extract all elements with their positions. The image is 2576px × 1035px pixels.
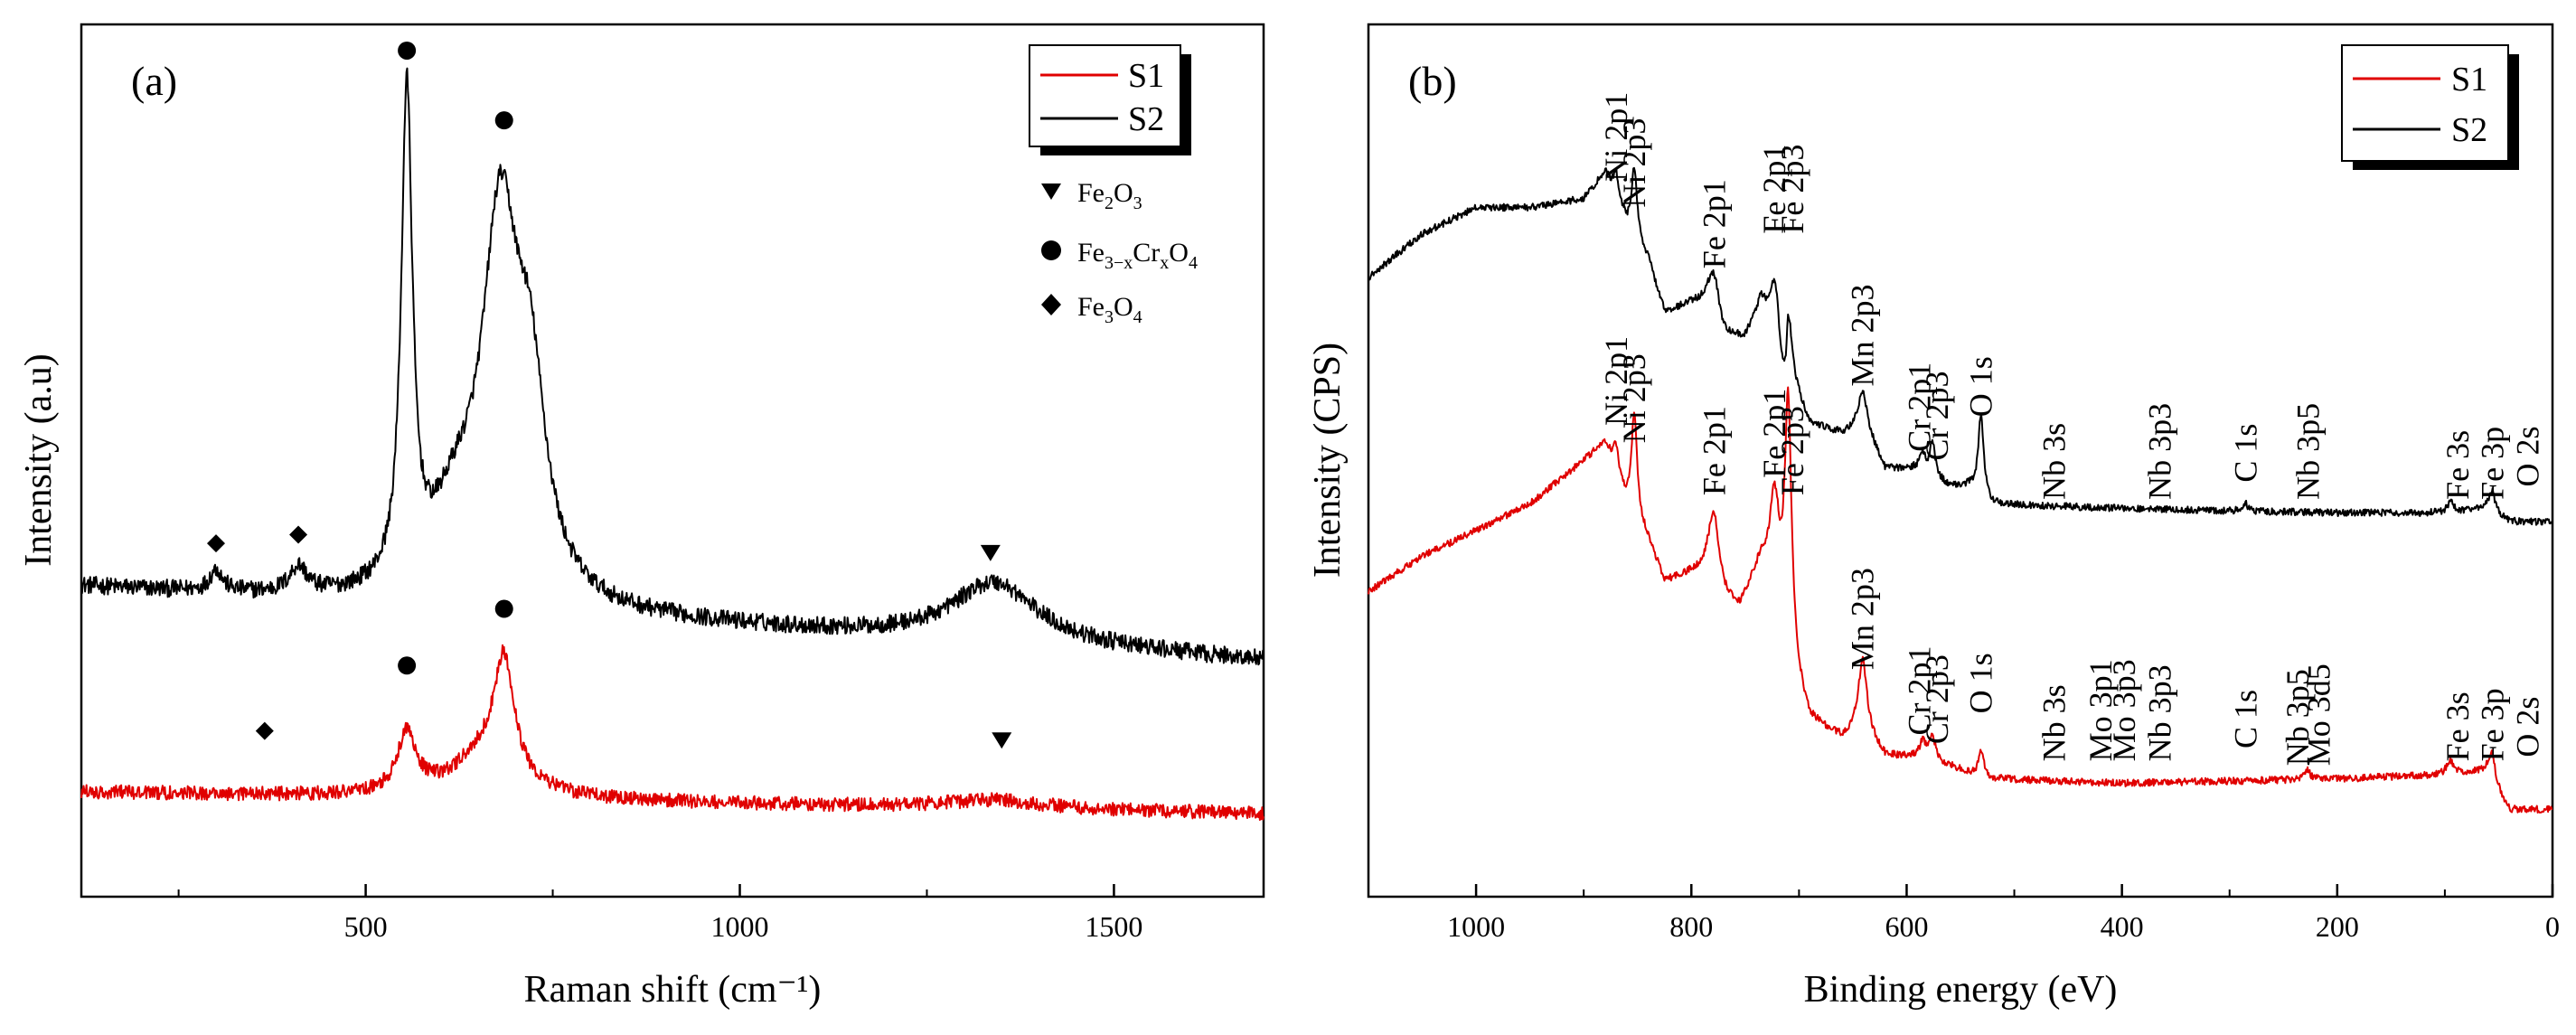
x-tick-label: 1500 (1085, 910, 1142, 943)
peak-annotation: Ni 2p3 (1616, 353, 1652, 443)
marker-legend-fe3xcrxo4: Fe3−xCrxO4 (1077, 238, 1198, 273)
x-ticks-a: 500 1000 1500 (177, 884, 1142, 943)
series-line-s1 (1368, 386, 2553, 814)
marker-legend-circle-icon (1041, 240, 1061, 260)
peak-annotation: Cr 2p3 (1919, 372, 1955, 461)
marker-legend-a: Fe2O3 Fe3−xCrxO4 Fe3O4 (1041, 178, 1198, 327)
marker-triangle (980, 544, 1001, 561)
legend-box-b (2341, 44, 2509, 162)
peak-annotation: Cr 2p1 (1902, 646, 1938, 736)
marker-circle (494, 111, 513, 130)
peak-annotation: Mo 3p3 (2106, 659, 2142, 761)
series-line-s2 (1368, 166, 2553, 526)
legend-a: S1 S2 (1029, 44, 1191, 155)
peak-annotation: Fe 3p (2474, 688, 2510, 761)
peak-annotation: Mn 2p3 (1845, 568, 1881, 670)
peak-annotation: O 1s (1963, 653, 1999, 713)
peak-annotation: Fe 2p3 (1774, 406, 1810, 495)
legend-label-s2-b: S2 (2451, 111, 2487, 149)
x-tick-label: 0 (2545, 910, 2560, 943)
peak-annotation: Ni 2p1 (1598, 92, 1634, 182)
x-ticks-b: 1000 800 600 400 200 0 (1368, 884, 2560, 943)
series-group-a (80, 67, 1264, 822)
series-group-b (1368, 166, 2553, 814)
peak-annotation: Fe 2p3 (1774, 145, 1810, 234)
chart-panel-a: (a) 500 1000 1500 Raman shift (cm⁻¹) Inten… (18, 23, 1265, 1011)
x-tick-label: 800 (1669, 910, 1713, 943)
marker-circle (398, 656, 417, 675)
legend-label-s1-b: S1 (2451, 61, 2487, 99)
marker-legend-triangle-icon (1041, 183, 1061, 200)
peak-annotation: C 1s (2228, 690, 2264, 748)
x-tick-label: 1000 (1447, 910, 1505, 943)
markers-group-a (207, 41, 1012, 749)
legend-label-s1-a: S1 (1128, 57, 1164, 95)
peak-annotation: C 1s (2228, 424, 2264, 483)
plot-frame-a (80, 23, 1265, 899)
marker-circle (398, 41, 417, 60)
peak-annotation: O 2s (2510, 426, 2546, 486)
x-axis-label-b: Binding energy (eV) (1804, 969, 2118, 1011)
x-tick-label: 1000 (711, 910, 769, 943)
panel-label-b: (b) (1408, 58, 1457, 104)
x-tick-label: 200 (2316, 910, 2359, 943)
peak-annotation: Fe 3s (2440, 692, 2476, 761)
y-axis-label-b: Intensity (CPS) (1307, 343, 1349, 578)
plot-frame-b (1367, 23, 2554, 899)
peak-annotation: Nb 3p3 (2141, 664, 2177, 761)
legend-b: S1 S2 (2341, 44, 2519, 170)
x-tick-label: 500 (344, 910, 388, 943)
peak-annotation: Nb 3p3 (2141, 403, 2177, 500)
marker-legend-fe3o4: Fe3O4 (1077, 292, 1142, 327)
legend-box-a (1029, 44, 1181, 147)
chart-panel-b: (b) 1000 800 600 400 200 0 Binding energy (eV… (1307, 23, 2560, 1011)
marker-diamond (207, 534, 226, 553)
series-line-s1 (80, 644, 1264, 822)
peak-annotation: Fe 3s (2440, 430, 2476, 500)
marker-diamond (255, 721, 274, 740)
peak-annotation: Fe 3p (2474, 427, 2510, 500)
marker-legend-fe2o3: Fe2O3 (1077, 178, 1142, 213)
x-axis-label-a: Raman shift (cm⁻¹) (524, 969, 822, 1011)
peak-annotation: Ni 2p1 (1598, 336, 1634, 426)
x-tick-label: 600 (1885, 910, 1928, 943)
legend-label-s2-a: S2 (1128, 100, 1164, 138)
peak-annotation: Ni 2p3 (1616, 118, 1652, 208)
peak-annotation: Mo 3p1 (2082, 659, 2119, 761)
marker-triangle (992, 732, 1012, 749)
marker-legend-diamond-icon (1041, 294, 1061, 315)
peak-annotation: Nb 3p5 (2290, 403, 2327, 500)
peak-annotation: Cr 2p1 (1902, 362, 1938, 452)
x-tick-label: 400 (2101, 910, 2144, 943)
peak-annotation: Fe 2p1 (1756, 389, 1792, 478)
peak-annotation: Fe 2p1 (1756, 145, 1792, 234)
peak-annotation: Fe 2p1 (1696, 179, 1732, 268)
peak-annotation: Mo 3d5 (2301, 663, 2337, 766)
peak-annotation: Nb 3s (2036, 684, 2073, 761)
peak-annotation: Nb 3s (2036, 423, 2073, 500)
peak-annotation: O 2s (2510, 697, 2546, 757)
peak-annotation: Mn 2p3 (1845, 284, 1881, 386)
peak-annotation: Nb 3p5 (2280, 669, 2316, 766)
peak-annotation: Fe 2p1 (1696, 406, 1732, 495)
marker-circle (494, 599, 513, 618)
peak-annotation: Cr 2p3 (1919, 654, 1955, 744)
marker-diamond (289, 525, 308, 544)
panel-label-a: (a) (131, 58, 177, 104)
y-axis-label-a: Intensity (a.u) (18, 353, 60, 567)
peak-annotation: O 1s (1963, 356, 1999, 417)
series-line-s2 (80, 67, 1264, 666)
